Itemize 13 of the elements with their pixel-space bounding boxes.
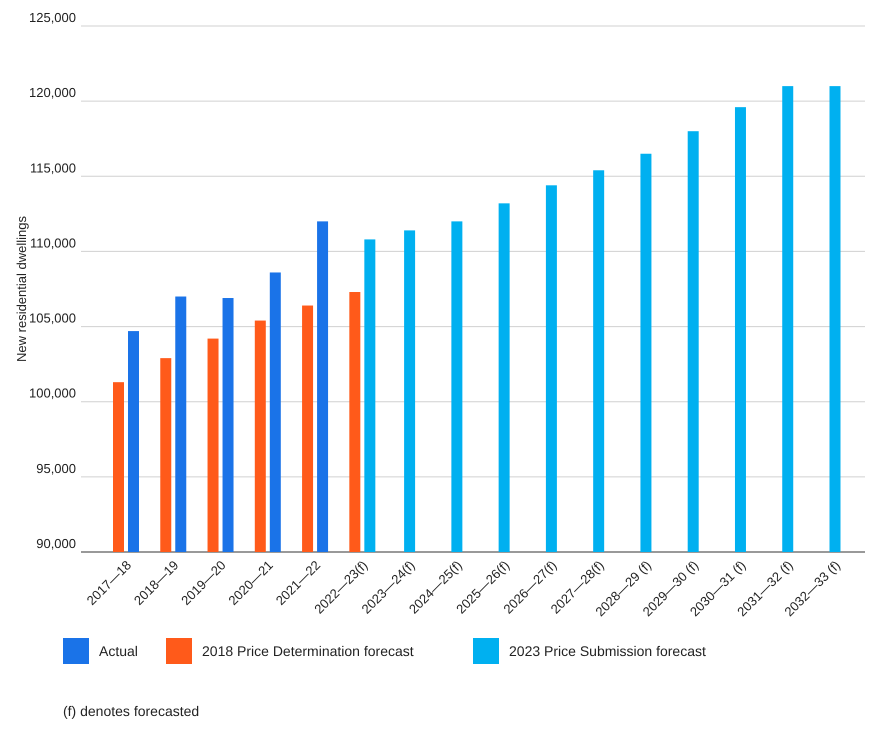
y-axis-title: New residential dwellings: [14, 216, 29, 362]
y-tick-label: 95,000: [36, 460, 76, 476]
text: (f) denotes forecasted: [63, 703, 200, 719]
y-tick-label: 115,000: [30, 160, 76, 176]
legend-label: 2018 Price Determination forecast: [202, 643, 414, 659]
y-tick-label: 125,000: [29, 10, 76, 25]
y-tick-label: 100,000: [29, 386, 76, 401]
y-tick-label: 120,000: [29, 85, 76, 100]
y-tick-label: 105,000: [29, 310, 76, 326]
y-tick-label: 110,000: [30, 235, 76, 250]
legend-label: Actual: [99, 643, 138, 659]
legend-label: 2023 Price Submission forecast: [509, 643, 706, 659]
y-tick-label: 90,000: [36, 536, 76, 551]
